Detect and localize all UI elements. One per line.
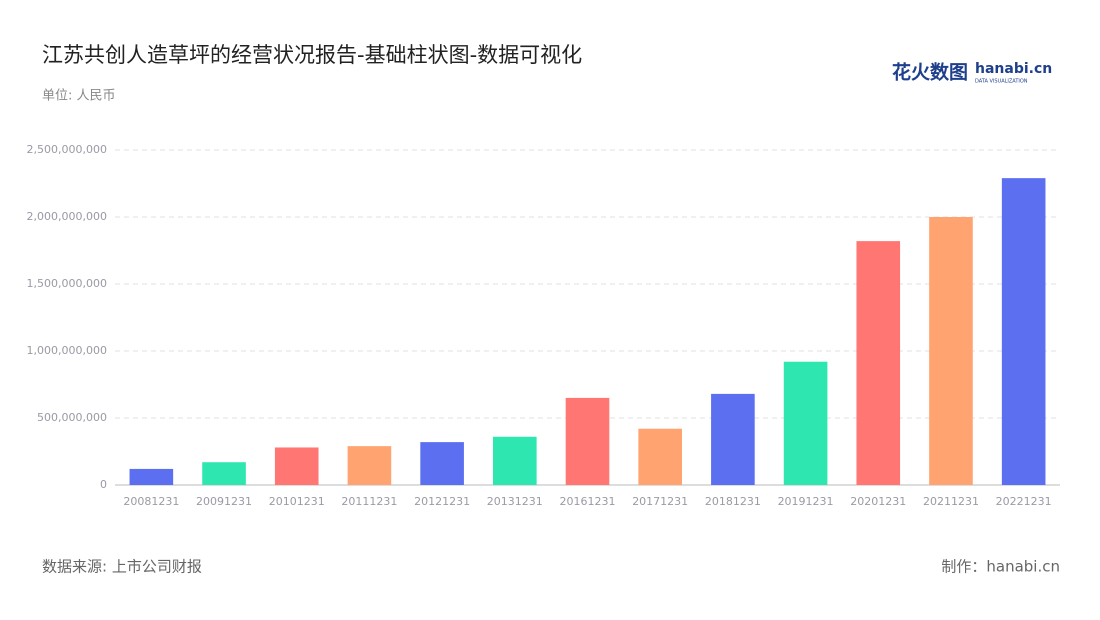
bar xyxy=(711,393,755,485)
y-tick-label: 2,500,000,000 xyxy=(27,143,107,156)
chart-subtitle: 单位: 人民币 xyxy=(42,89,116,104)
x-tick-label: 20201231 xyxy=(850,495,906,508)
y-tick-label: 500,000,000 xyxy=(37,411,107,424)
bar xyxy=(493,436,537,485)
x-tick-label: 20211231 xyxy=(923,495,979,508)
bar xyxy=(274,447,319,485)
x-tick-label: 20131231 xyxy=(487,495,543,508)
bar xyxy=(347,446,392,485)
bar xyxy=(129,468,174,485)
chart-title: 江苏共创人造草坪的经营状况报告-基础柱状图-数据可视化 xyxy=(42,43,582,67)
x-tick-label: 20121231 xyxy=(414,495,470,508)
x-tick-label: 20181231 xyxy=(705,495,761,508)
bar xyxy=(202,462,246,485)
bar xyxy=(638,428,682,485)
x-tick-label: 20111231 xyxy=(341,495,397,508)
bar xyxy=(783,361,828,485)
x-tick-label: 20081231 xyxy=(123,495,179,508)
x-tick-label: 20091231 xyxy=(196,495,252,508)
x-tick-label: 20221231 xyxy=(996,495,1052,508)
logo-name: 花火数图 xyxy=(892,61,968,84)
x-tick-label: 20101231 xyxy=(269,495,325,508)
bar xyxy=(1001,178,1046,485)
logo-tagline: DATA VISUALIZATION xyxy=(975,79,1028,85)
x-tick-label: 20161231 xyxy=(560,495,616,508)
bar xyxy=(856,241,901,485)
bar xyxy=(929,217,973,485)
credit: 制作：hanabi.cn xyxy=(941,558,1060,576)
bar xyxy=(420,442,464,485)
x-tick-label: 20171231 xyxy=(632,495,688,508)
y-tick-label: 1,500,000,000 xyxy=(27,277,107,290)
source: 数据来源: 上市公司财报 xyxy=(42,558,202,576)
y-tick-label: 2,000,000,000 xyxy=(27,210,107,223)
logo-site: hanabi.cn xyxy=(975,61,1052,77)
bar xyxy=(565,397,610,485)
x-tick-label: 20191231 xyxy=(778,495,834,508)
y-tick-label: 0 xyxy=(100,478,107,491)
y-tick-label: 1,000,000,000 xyxy=(27,344,107,357)
